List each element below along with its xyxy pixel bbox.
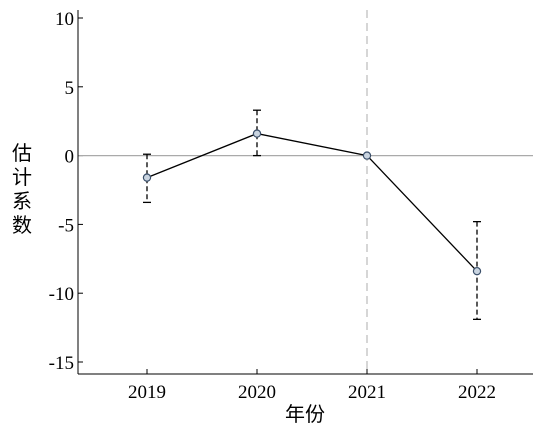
y-tick-label: 5 bbox=[65, 78, 75, 99]
x-tick-label: 2022 bbox=[458, 382, 496, 403]
y-axis-ticks: 10 5 0 -5 -10 -15 bbox=[49, 9, 83, 374]
x-axis-ticks: 2019 2020 2021 2022 bbox=[128, 369, 496, 403]
x-tick-label: 2020 bbox=[238, 382, 276, 403]
data-point bbox=[252, 129, 262, 138]
estimate-line bbox=[146, 132, 478, 272]
confidence-intervals bbox=[143, 109, 481, 320]
data-point bbox=[142, 173, 152, 182]
x-axis-label: 年份 bbox=[285, 402, 325, 426]
y-tick-label: -10 bbox=[49, 284, 74, 305]
y-axis-label: 估计系数 bbox=[12, 141, 32, 237]
y-tick-label: 10 bbox=[55, 9, 74, 30]
x-tick-label: 2019 bbox=[128, 382, 166, 403]
y-tick-label: -5 bbox=[58, 215, 74, 236]
data-point bbox=[362, 151, 372, 160]
y-tick-label: 0 bbox=[65, 147, 75, 168]
data-point bbox=[472, 266, 482, 276]
estimate-points bbox=[142, 129, 482, 276]
y-tick-label: -15 bbox=[49, 353, 74, 374]
x-tick-label: 2021 bbox=[348, 382, 386, 403]
